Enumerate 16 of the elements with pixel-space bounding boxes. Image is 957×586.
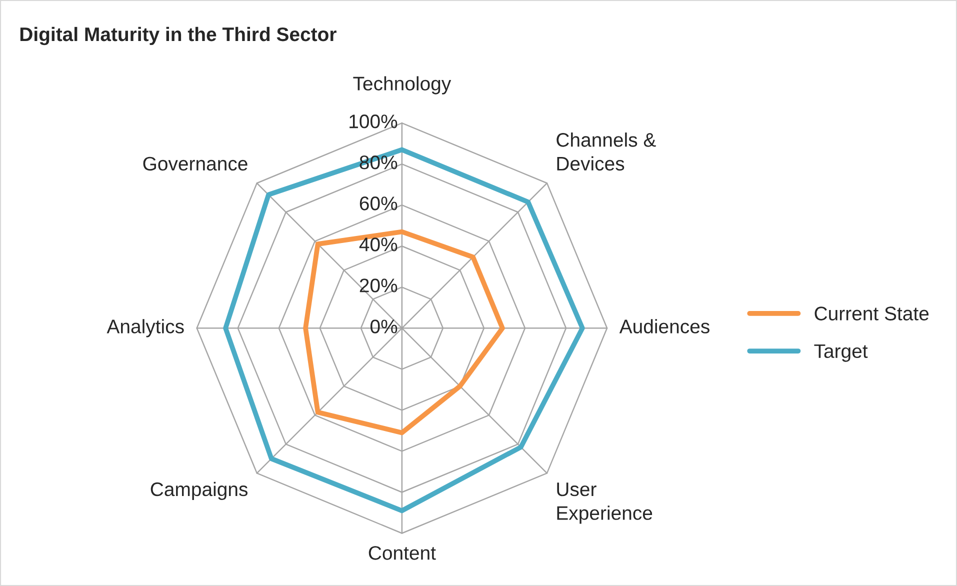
spoke-label: Content [368, 546, 436, 560]
y-tick-label: 40% [359, 238, 398, 252]
spoke-label: Campaigns [150, 482, 248, 500]
y-tick-label: 100% [350, 114, 398, 128]
legend-label: Target [814, 344, 868, 362]
y-tick-label: 20% [360, 278, 398, 292]
spoke-label: Governance [143, 156, 248, 171]
y-tick-label: 0% [370, 320, 398, 334]
spoke-label: User Experience [557, 482, 652, 524]
spoke-label: Audiences [619, 319, 710, 334]
spoke-label: Analytics [106, 319, 184, 338]
spoke-label: Technology [353, 76, 452, 94]
chart-title: Digital Maturity in the Third Sector [20, 26, 336, 46]
legend-label: Current State [814, 306, 929, 320]
spoke-label: Channels & Devices [556, 132, 656, 171]
y-tick-label: 60% [360, 196, 398, 210]
